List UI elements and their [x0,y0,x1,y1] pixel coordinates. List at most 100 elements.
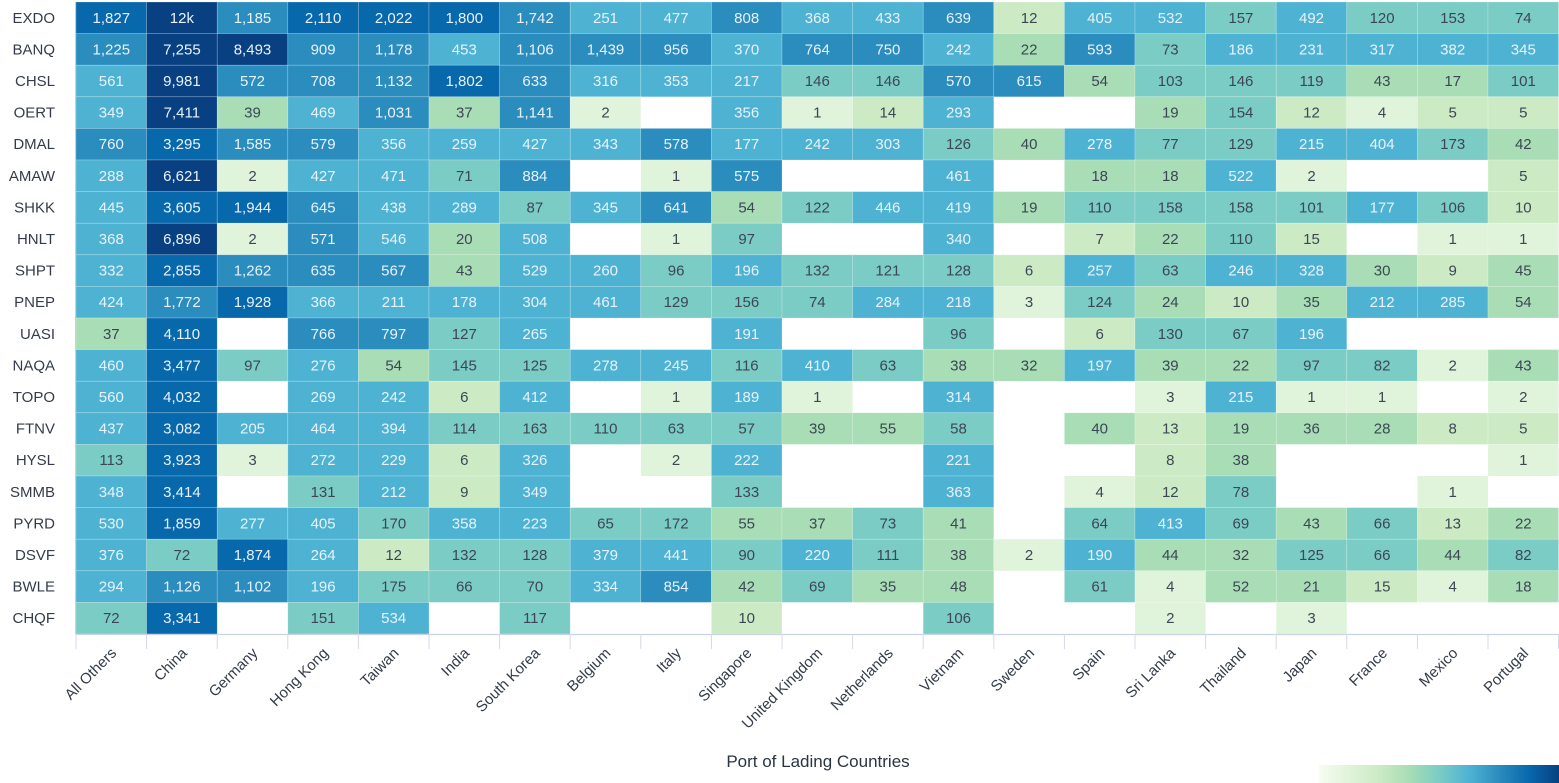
heatmap-cell [75,380,147,414]
cell-value-label: 69 [1233,515,1250,532]
cell-value-label: 477 [664,10,689,27]
cell-value-label: 579 [311,136,336,153]
heatmap-cell [1487,96,1559,129]
cell-value-label: 382 [1440,41,1465,58]
x-tick-label: Japan [1279,645,1320,686]
heatmap-cell [1275,191,1348,224]
cell-value-label: 410 [805,357,830,374]
cell-value-label: 242 [381,389,406,406]
cell-value-label: 37 [809,515,826,532]
cell-value-label: 7,411 [164,105,200,122]
heatmap-cell [852,349,924,382]
cell-value-label: 18 [1515,579,1532,596]
heatmap-cell [287,33,359,66]
cell-value-label: 205 [240,421,265,438]
heatmap-cell [216,96,289,129]
heatmap-cell [993,349,1065,382]
heatmap-cell [922,222,995,256]
heatmap-cell [1275,412,1348,445]
cell-value-label: 578 [664,136,689,153]
heatmap-cell [499,286,571,319]
heatmap-cell [75,286,147,319]
cell-value-label: 4 [1166,579,1174,596]
heatmap-cell [358,412,430,445]
heatmap-cell [287,254,359,287]
cell-value-label: 58 [950,421,967,438]
heatmap-cell [428,96,500,129]
cell-value-label: 269 [311,389,336,406]
cell-value-label: 121 [875,263,900,280]
cell-value-label: 1,772 [163,294,201,311]
heatmap-cell [922,286,995,319]
cell-value-label: 615 [1017,73,1042,90]
cell-value-label: 157 [1228,10,1253,27]
cell-value-label: 2,110 [305,10,341,27]
cell-value-label: 345 [593,199,618,216]
cell-value-label: 8 [1166,452,1174,469]
heatmap-cell [216,349,289,382]
heatmap-cell [640,444,712,477]
cell-value-label: 570 [946,73,971,90]
cell-value-label: 9,981 [163,73,201,90]
cell-value-label: 128 [522,547,547,564]
cell-value-label: 441 [664,547,689,564]
cell-value-label: 124 [1087,294,1112,311]
heatmap-cell [1064,570,1136,603]
cell-value-label: 445 [99,199,124,216]
cell-value-label: 212 [1370,294,1395,311]
cell-value-label: 358 [452,515,477,532]
heatmap-cell [922,570,995,603]
cell-value-label: 289 [452,199,477,216]
heatmap-cell [1346,128,1418,161]
cell-value-label: 130 [1158,326,1183,343]
cell-value-label: 12 [1303,105,1320,122]
x-tick-label: Germany [206,644,262,700]
cell-value-label: 44 [1162,547,1179,564]
y-tick-label: FTNV [16,421,55,438]
heatmap-cell [711,380,783,414]
cell-value-label: 560 [99,389,124,406]
heatmap-cell [146,33,218,66]
heatmap-cell [499,475,571,508]
cell-value-label: 766 [311,326,336,343]
cell-value-label: 4,110 [164,326,200,343]
cell-value-label: 2 [248,231,256,248]
heatmap-cell [499,33,571,66]
heatmap-cell [711,475,783,508]
heatmap-cell [428,349,500,382]
y-tick-label: OERT [14,105,55,122]
cell-value-label: 571 [311,231,336,248]
cell-value-label: 125 [1299,547,1324,564]
cell-value-label: 14 [880,105,897,122]
heatmap-cell [781,286,853,319]
heatmap-cells: 1,827 12k 1,185 2,110 2,022 1,800 1,742 251 477 8… [75,1,1559,635]
heatmap-cell [1275,222,1348,256]
cell-value-label: 190 [1087,547,1112,564]
cell-value-label: 42 [1515,136,1532,153]
cell-value-label: 2 [1307,168,1315,185]
cell-value-label: 317 [1370,41,1395,58]
cell-value-label: 1 [672,389,680,406]
y-tick-label: SHKK [14,199,55,216]
heatmap-cell [781,349,853,382]
cell-value-label: 264 [311,547,336,564]
cell-value-label: 154 [1228,105,1253,122]
cell-value-label: 259 [452,136,477,153]
cell-value-label: 77 [1162,136,1179,153]
heatmap-cell [358,96,430,129]
heatmap-cell [1134,128,1206,161]
heatmap-cell [1205,159,1277,192]
cell-value-label: 278 [593,357,618,374]
heatmap-cell [1487,349,1559,382]
heatmap-cell [922,191,995,224]
cell-value-label: 3 [1025,294,1033,311]
cell-value-label: 54 [738,199,755,216]
heatmap-cell [569,570,642,603]
cell-value-label: 1 [1519,452,1527,469]
cell-value-label: 106 [1440,199,1465,216]
heatmap-cell [781,412,853,445]
cell-value-label: 215 [1299,136,1324,153]
heatmap-cell [1275,96,1348,129]
cell-value-label: 561 [99,73,124,90]
cell-value-label: 412 [522,389,547,406]
